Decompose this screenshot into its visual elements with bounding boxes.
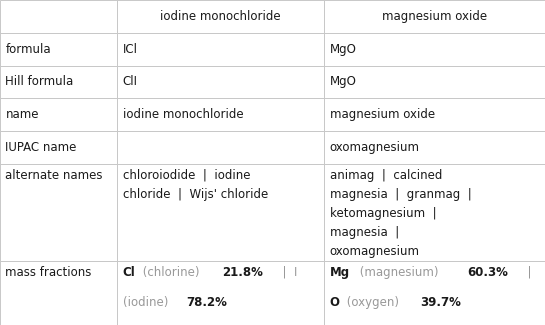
Text: Mg: Mg: [330, 266, 350, 279]
Bar: [0, 131, 117, 164]
Bar: [117, 0, 324, 33]
Bar: [117, 261, 324, 325]
Text: chloroiodide  |  iodine
chloride  |  Wijs' chloride: chloroiodide | iodine chloride | Wijs' c…: [123, 169, 268, 201]
Bar: [324, 261, 545, 325]
Text: magnesium oxide: magnesium oxide: [382, 10, 487, 23]
Bar: [0, 164, 117, 261]
Bar: [324, 98, 545, 131]
Text: ClI: ClI: [123, 75, 138, 88]
Text: 60.3%: 60.3%: [467, 266, 508, 279]
Bar: [0, 66, 117, 98]
Text: formula: formula: [5, 43, 51, 56]
Text: (chlorine): (chlorine): [139, 266, 203, 279]
Text: MgO: MgO: [330, 75, 356, 88]
Bar: [0, 98, 117, 131]
Text: 39.7%: 39.7%: [420, 296, 461, 309]
Text: 21.8%: 21.8%: [222, 266, 263, 279]
Text: (magnesium): (magnesium): [356, 266, 442, 279]
Text: (iodine): (iodine): [123, 296, 172, 309]
Bar: [117, 131, 324, 164]
Text: 78.2%: 78.2%: [186, 296, 227, 309]
Text: animag  |  calcined
magnesia  |  granmag  |
ketomagnesium  |
magnesia  |
oxomagn: animag | calcined magnesia | granmag | k…: [330, 169, 471, 258]
Bar: [117, 98, 324, 131]
Bar: [324, 131, 545, 164]
Text: Hill formula: Hill formula: [5, 75, 74, 88]
Text: name: name: [5, 108, 39, 121]
Bar: [117, 33, 324, 66]
Text: oxomagnesium: oxomagnesium: [330, 141, 420, 154]
Bar: [0, 33, 117, 66]
Text: (oxygen): (oxygen): [343, 296, 402, 309]
Text: O: O: [330, 296, 340, 309]
Bar: [324, 164, 545, 261]
Bar: [324, 33, 545, 66]
Text: IUPAC name: IUPAC name: [5, 141, 77, 154]
Bar: [0, 261, 117, 325]
Text: mass fractions: mass fractions: [5, 266, 92, 279]
Text: MgO: MgO: [330, 43, 356, 56]
Text: iodine monochloride: iodine monochloride: [123, 108, 243, 121]
Text: iodine monochloride: iodine monochloride: [160, 10, 281, 23]
Text: magnesium oxide: magnesium oxide: [330, 108, 435, 121]
Bar: [117, 164, 324, 261]
Text: |: |: [520, 266, 531, 279]
Bar: [324, 66, 545, 98]
Text: alternate names: alternate names: [5, 169, 103, 182]
Bar: [117, 66, 324, 98]
Bar: [0, 0, 117, 33]
Text: |  I: | I: [275, 266, 297, 279]
Text: ICl: ICl: [123, 43, 138, 56]
Bar: [324, 0, 545, 33]
Text: Cl: Cl: [123, 266, 135, 279]
